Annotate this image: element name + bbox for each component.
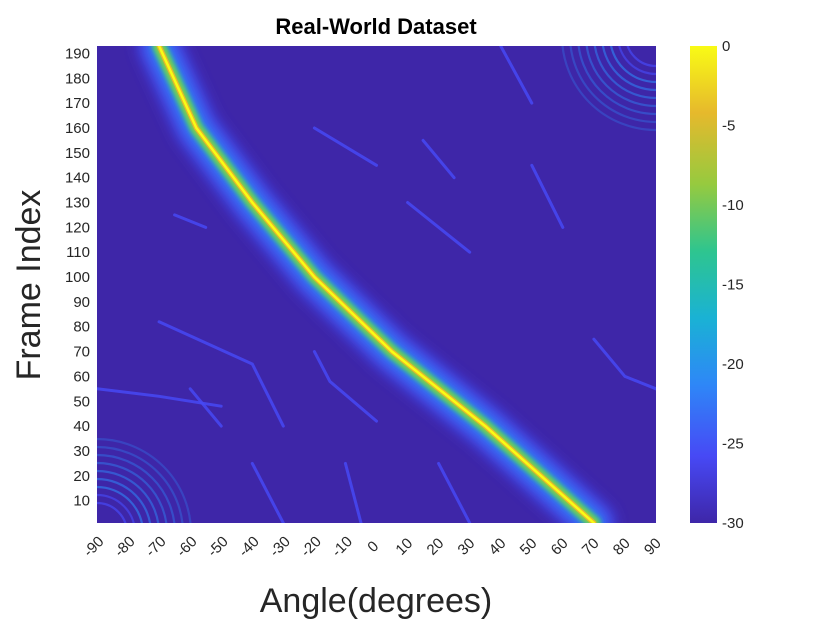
y-tick-label: 20 xyxy=(73,468,90,485)
weak-track-line xyxy=(157,320,285,428)
y-tick-label: 60 xyxy=(73,368,90,385)
y-tick-labels: 10 20 30 40 50 60 70 80 90 100 110 120 130 140 150 160 1… xyxy=(65,45,90,509)
colorbar-tick-label: -20 xyxy=(722,356,744,373)
weak-track-line xyxy=(312,350,378,423)
x-tick-label: -20 xyxy=(298,533,325,560)
y-tick-label: 130 xyxy=(65,195,90,212)
x-tick-label: 70 xyxy=(579,535,603,559)
weak-track-line xyxy=(188,387,223,428)
plot-area xyxy=(97,46,656,523)
x-tick-label: 40 xyxy=(486,535,510,559)
y-tick-label: 30 xyxy=(73,443,90,460)
x-tick-label: 10 xyxy=(392,535,416,559)
x-tick-label: 90 xyxy=(641,535,665,559)
x-tick-label: -60 xyxy=(173,533,200,560)
x-tick-label: 50 xyxy=(517,535,541,559)
colorbar-tick-label: -30 xyxy=(722,515,744,532)
weak-track-line xyxy=(343,461,363,523)
y-tick-label: 90 xyxy=(73,294,90,311)
colorbar-gradient xyxy=(690,46,717,523)
weak-track-line xyxy=(499,46,534,105)
colorbar: 0 -5 -10 -15 -20 -25 -30 xyxy=(690,38,744,532)
y-tick-label: 70 xyxy=(73,344,90,361)
weak-track-line xyxy=(592,337,656,391)
x-tick-label: 20 xyxy=(424,535,448,559)
weak-tracks xyxy=(97,46,656,523)
y-tick-label: 40 xyxy=(73,418,90,435)
main-track-line xyxy=(157,46,596,523)
x-tick-label: 0 xyxy=(364,538,382,556)
y-tick-label: 120 xyxy=(65,219,90,236)
y-tick-label: 180 xyxy=(65,70,90,87)
x-tick-label: -30 xyxy=(266,533,293,560)
y-tick-label: 100 xyxy=(65,269,90,286)
weak-track-line xyxy=(250,461,285,523)
x-tick-label: -10 xyxy=(329,533,356,560)
main-track xyxy=(138,46,615,523)
x-tick-label: 60 xyxy=(548,535,572,559)
colorbar-tick-labels: 0 -5 -10 -15 -20 -25 -30 xyxy=(722,38,744,532)
y-tick-label: 80 xyxy=(73,319,90,336)
x-tick-label: -80 xyxy=(111,533,138,560)
y-tick-label: 190 xyxy=(65,45,90,62)
colorbar-tick-label: -10 xyxy=(722,197,744,214)
y-axis-label: Frame Index xyxy=(10,190,48,381)
colorbar-tick-label: -5 xyxy=(722,118,735,135)
x-tick-label: 30 xyxy=(455,535,479,559)
x-tick-label: -40 xyxy=(235,533,262,560)
weak-track-line xyxy=(312,126,378,167)
x-axis-label: Angle(degrees) xyxy=(260,582,492,620)
y-tick-label: 110 xyxy=(66,244,90,261)
y-tick-label: 140 xyxy=(65,170,90,187)
colorbar-tick-label: 0 xyxy=(722,38,730,55)
x-tick-labels: -90 -80 -70 -60 -50 -40 -30 -20 -10 0 10 20 30 40 50 60… xyxy=(80,533,665,560)
x-tick-label: 80 xyxy=(610,535,634,559)
chart-title: Real-World Dataset xyxy=(275,14,477,39)
y-tick-label: 50 xyxy=(73,393,90,410)
weak-track-line xyxy=(421,138,456,180)
weak-track-line xyxy=(437,461,472,523)
weak-track-line xyxy=(173,213,208,229)
weak-track-line xyxy=(530,163,565,229)
x-tick-label: -50 xyxy=(204,533,231,560)
colorbar-tick-label: -25 xyxy=(722,436,744,453)
x-tick-label: -70 xyxy=(142,533,169,560)
y-tick-label: 150 xyxy=(65,145,90,162)
x-tick-label: -90 xyxy=(80,533,107,560)
y-tick-label: 160 xyxy=(65,120,90,137)
y-tick-label: 10 xyxy=(73,493,90,510)
y-tick-label: 170 xyxy=(65,95,90,112)
colorbar-tick-label: -15 xyxy=(722,277,744,294)
weak-track-line xyxy=(406,201,472,254)
